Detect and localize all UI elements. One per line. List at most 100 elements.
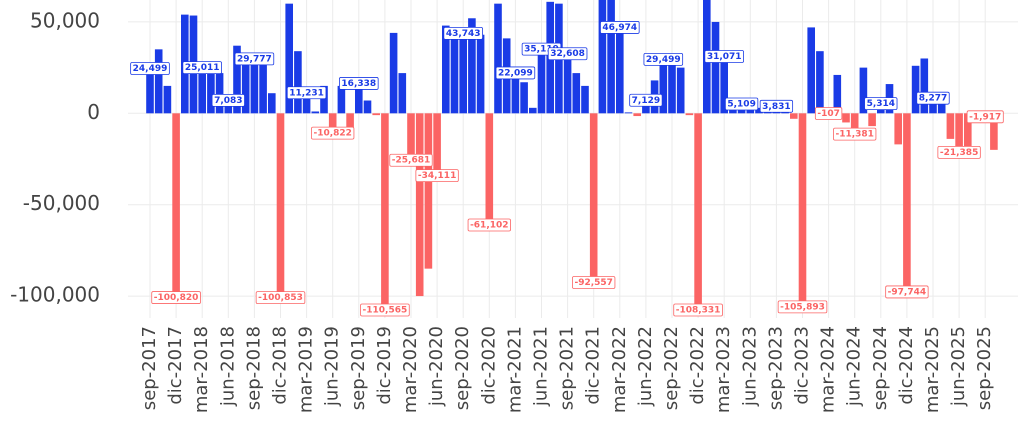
- bar: [816, 51, 824, 114]
- bar: [163, 85, 172, 114]
- y-tick-label: -100,000: [10, 283, 100, 307]
- value-label-box: [600, 21, 640, 34]
- x-tick-label: mar-2021: [504, 326, 525, 413]
- bar: [198, 67, 206, 114]
- value-label: 32,608: [550, 49, 585, 59]
- bar: [642, 100, 650, 114]
- bar: [442, 25, 450, 114]
- x-tick-label: jun-2023: [739, 326, 760, 407]
- value-label: -92,557: [574, 278, 612, 288]
- value-label-box: [255, 291, 306, 305]
- x-tick-label: sep-2020: [452, 326, 473, 410]
- value-label-box: [389, 153, 433, 167]
- value-label-box: [339, 77, 379, 90]
- value-label: 29,499: [646, 55, 681, 65]
- x-tick-label: jun-2018: [217, 326, 238, 407]
- bar: [415, 113, 424, 297]
- value-label-box: [130, 62, 170, 75]
- value-label: -100,853: [258, 293, 303, 303]
- value-label: 43,743: [446, 29, 481, 39]
- value-label-box: [814, 107, 843, 120]
- value-label: 46,974: [602, 23, 637, 33]
- value-label-box: [916, 91, 950, 105]
- bar: [694, 113, 702, 312]
- bar: [450, 36, 459, 114]
- value-label-box: [777, 300, 828, 314]
- bar: [398, 73, 407, 114]
- bar: [424, 113, 433, 269]
- bar: [676, 67, 685, 114]
- value-label-box: [495, 66, 536, 80]
- value-label: -25,681: [392, 156, 430, 166]
- x-tick-label: dic-2024: [896, 326, 917, 405]
- bar: [859, 67, 868, 114]
- value-label: -10,822: [313, 129, 351, 139]
- x-tick-label: mar-2025: [922, 326, 943, 413]
- x-tick-label: mar-2018: [191, 326, 212, 413]
- bar: [468, 18, 476, 114]
- value-label-box: [885, 285, 929, 299]
- bar: [964, 113, 972, 150]
- value-label: 24,499: [133, 64, 168, 74]
- x-tick-label: jun-2020: [426, 326, 447, 407]
- value-label: -97,744: [888, 287, 926, 297]
- bar: [320, 85, 328, 114]
- bar: [233, 45, 241, 114]
- value-label-box: [151, 291, 201, 304]
- bar: [589, 113, 598, 283]
- value-label: -100,820: [154, 293, 199, 303]
- value-label: 3,831: [762, 102, 790, 112]
- bars: [146, 0, 998, 316]
- y-tick-label: -50,000: [23, 191, 100, 215]
- x-tick-label: dic-2017: [165, 326, 186, 405]
- x-tick-label: dic-2019: [374, 326, 395, 405]
- value-label: -34,111: [418, 171, 456, 181]
- bar: [581, 85, 589, 114]
- value-label-box: [443, 26, 483, 40]
- value-label-box: [547, 47, 588, 61]
- bar: [833, 74, 842, 114]
- bar: [520, 82, 528, 114]
- bar: [224, 100, 233, 114]
- value-label: 8,277: [919, 94, 947, 104]
- bar: [172, 113, 180, 298]
- x-tick-label: jun-2024: [844, 326, 865, 407]
- value-label-box: [704, 50, 744, 63]
- value-label: -11,381: [835, 130, 873, 140]
- bar: [372, 113, 380, 116]
- bar: [894, 113, 902, 145]
- bar: [616, 27, 624, 114]
- value-label-box: [286, 86, 327, 100]
- bar: [294, 51, 302, 114]
- bar: [276, 113, 285, 298]
- bar: [459, 33, 467, 114]
- bar: [868, 113, 876, 127]
- value-label: -21,385: [940, 148, 978, 158]
- bar: [572, 73, 581, 114]
- x-tick-label: sep-2024: [870, 326, 891, 410]
- value-label: 5,109: [727, 99, 755, 109]
- bar: [259, 62, 267, 114]
- x-tick-label: jun-2021: [531, 326, 552, 407]
- value-label-box: [629, 93, 663, 107]
- value-label: 25,011: [185, 63, 220, 73]
- bar: [624, 112, 633, 114]
- bar: [929, 98, 937, 114]
- value-label: -1,917: [969, 112, 1001, 122]
- value-label-box: [724, 97, 759, 111]
- bar: [337, 85, 346, 114]
- x-tick-label: dic-2023: [792, 326, 813, 405]
- value-label: 31,071: [707, 52, 742, 62]
- value-label-box: [759, 99, 794, 113]
- value-label: -105,893: [780, 302, 825, 312]
- value-label: 7,083: [214, 96, 242, 106]
- x-tick-label: sep-2018: [243, 326, 264, 410]
- bar: [633, 113, 641, 117]
- bar: [250, 58, 259, 114]
- value-label-box: [311, 126, 355, 140]
- value-label-box: [937, 145, 981, 159]
- y-tick-label: 0: [87, 100, 100, 124]
- x-tick-label: jun-2022: [635, 326, 656, 407]
- value-label: 16,338: [341, 79, 376, 89]
